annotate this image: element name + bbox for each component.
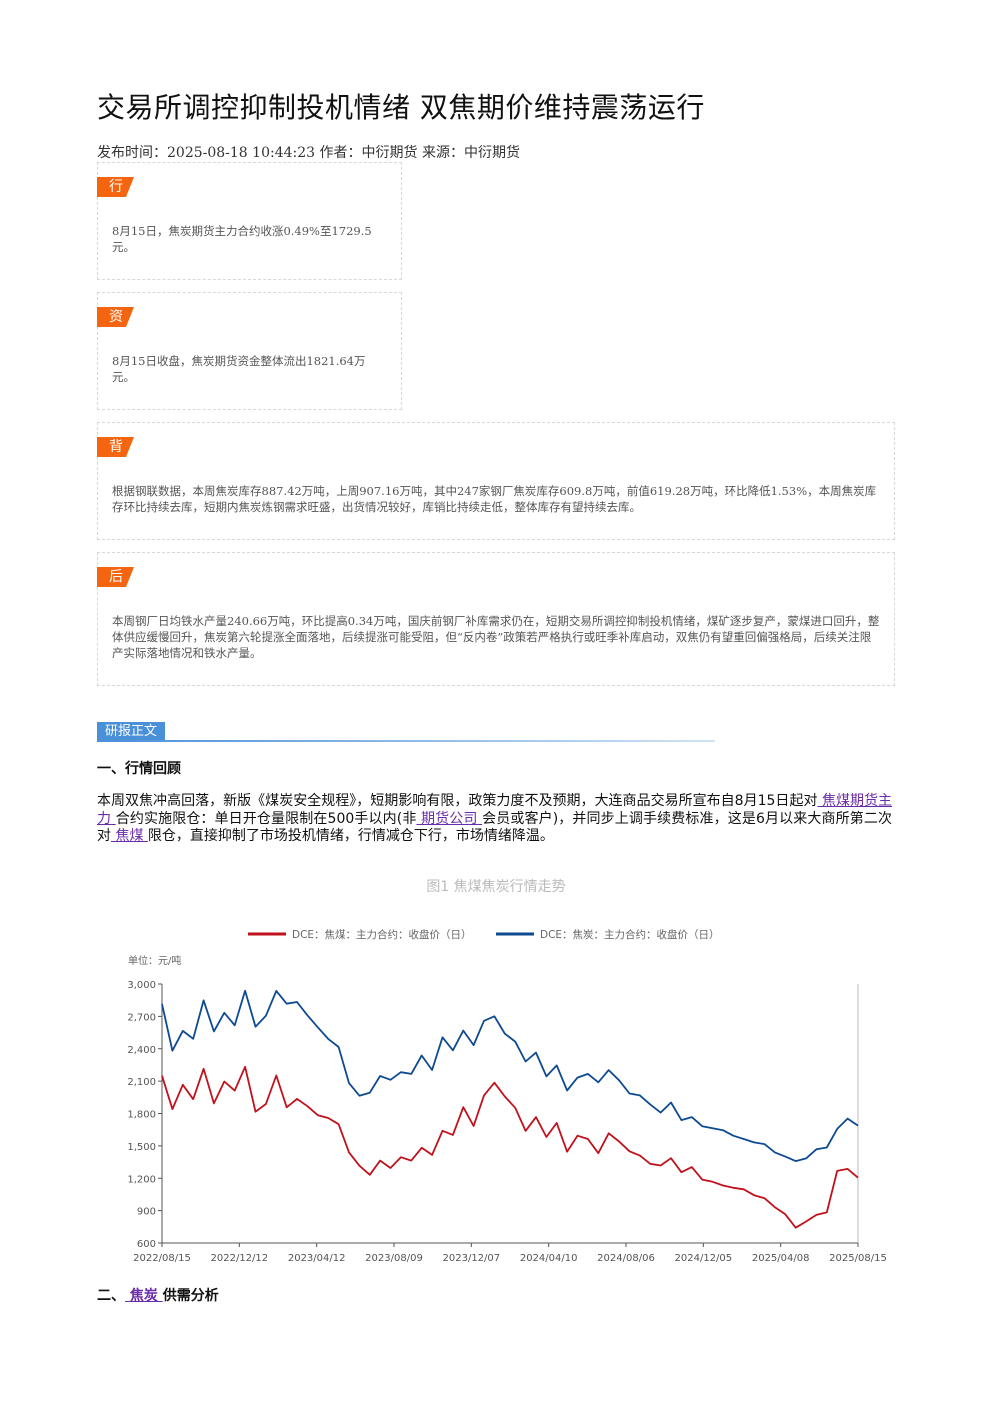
- y-tick-label: 3,000: [127, 980, 156, 991]
- coke-line: [161, 989, 859, 1162]
- y-tick-label: 900: [137, 1207, 156, 1218]
- x-tick-label: 2022/08/15: [133, 1253, 191, 1264]
- coking-coal-line: [161, 1065, 859, 1229]
- coke-link[interactable]: 焦炭: [125, 1288, 163, 1304]
- report-label: 研报正文: [97, 722, 166, 742]
- x-tick-label: 2025/04/08: [752, 1253, 810, 1264]
- paragraph-text: 本周双焦冲高回落，新版《煤炭安全规程》，短期影响有限，政策力度不及预期，大连商品…: [97, 793, 818, 809]
- paragraph-text: 限仓，直接抑制了市场投机情绪，行情减仓下行，市场情绪降温。: [147, 828, 554, 844]
- market-review-text: 8月15日，焦炭期货主力合约收涨0.49%至1729.5元。: [112, 224, 372, 254]
- fund-flow-card: 资金流向 8月15日收盘，焦炭期货资金整体流出1821.64万元。: [97, 292, 402, 410]
- x-tick-label: 2024/08/06: [597, 1253, 655, 1264]
- heading-text: 供需分析: [162, 1288, 219, 1304]
- x-tick-label: 2024/12/05: [675, 1253, 733, 1264]
- x-tick-label: 2022/12/12: [211, 1253, 269, 1264]
- y-unit-label: 单位：元/吨: [128, 954, 181, 967]
- market-review-paragraph: 本周双焦冲高回落，新版《煤炭安全规程》，短期影响有限，政策力度不及预期，大连商品…: [97, 793, 892, 846]
- futures-company-link[interactable]: 期货公司: [416, 810, 483, 827]
- legend-label: DCE：焦炭：主力合约：收盘价（日）: [540, 928, 720, 941]
- section-heading-2: 二、 焦炭 供需分析: [97, 1285, 219, 1305]
- heading-number: 二、: [97, 1288, 125, 1304]
- background-analysis-text: 根据钢联数据，本周焦炭库存887.42万吨，上周907.16万吨，其中247家钢…: [112, 484, 877, 514]
- report-divider: [97, 740, 715, 742]
- legend-label: DCE：焦煤：主力合约：收盘价（日）: [292, 928, 472, 941]
- y-tick-label: 1,800: [127, 1110, 156, 1121]
- y-tick-label: 600: [137, 1239, 156, 1250]
- chart-title: 图1 焦煤焦炭行情走势: [426, 879, 566, 895]
- market-review-card: 行情复盘 8月15日，焦炭期货主力合约收涨0.49%至1729.5元。: [97, 162, 402, 280]
- y-tick-label: 2,400: [127, 1045, 156, 1056]
- background-analysis-card: 背景分析 根据钢联数据，本周焦炭库存887.42万吨，上周907.16万吨，其中…: [97, 422, 895, 540]
- market-review-tag: 行情复盘: [97, 177, 134, 197]
- coking-coal-futures-link[interactable]: 焦煤期货主力: [97, 793, 893, 827]
- section-heading-1: 一、行情回顾: [97, 761, 181, 777]
- fund-flow-text: 8月15日收盘，焦炭期货资金整体流出1821.64万元。: [112, 354, 366, 384]
- price-chart: DCE：焦煤：主力合约：收盘价（日） DCE：焦炭：主力合约：收盘价（日） 单位：元…: [127, 928, 887, 1264]
- y-tick-label: 2,100: [127, 1077, 156, 1088]
- background-analysis-tag: 背景分析: [97, 437, 134, 457]
- x-tick-label: 2023/12/07: [443, 1253, 501, 1264]
- x-tick-label: 2023/04/12: [288, 1253, 346, 1264]
- y-tick-label: 1,500: [127, 1142, 156, 1153]
- article-title: 交易所调控抑制投机情绪 双焦期价维持震荡运行: [97, 91, 705, 124]
- x-tick-label: 2023/08/09: [365, 1253, 423, 1264]
- coking-coal-link[interactable]: 焦煤: [111, 828, 148, 844]
- outlook-tag: 后市展望: [97, 567, 134, 587]
- article-meta: 发布时间：2025-08-18 10:44:23 作者：中衍期货 来源：中衍期货: [97, 145, 520, 161]
- outlook-text: 本周钢厂日均铁水产量240.66万吨，环比提高0.34万吨，国庆前钢厂补库需求仍…: [112, 614, 880, 660]
- paragraph-text: 合约实施限仓：单日开仓量限制在500手以内(非: [115, 810, 417, 827]
- x-tick-label: 2024/04/10: [520, 1253, 578, 1264]
- paragraph-text: 会员或客户)，并同步上调手续费标准，这是6月以来大商所第二次对: [97, 810, 893, 845]
- x-tick-label: 2025/08/15: [829, 1253, 887, 1264]
- y-tick-label: 1,200: [127, 1174, 156, 1185]
- outlook-card: 后市展望 本周钢厂日均铁水产量240.66万吨，环比提高0.34万吨，国庆前钢厂…: [97, 552, 895, 686]
- y-tick-label: 2,700: [127, 1012, 156, 1023]
- fund-flow-tag: 资金流向: [97, 307, 134, 327]
